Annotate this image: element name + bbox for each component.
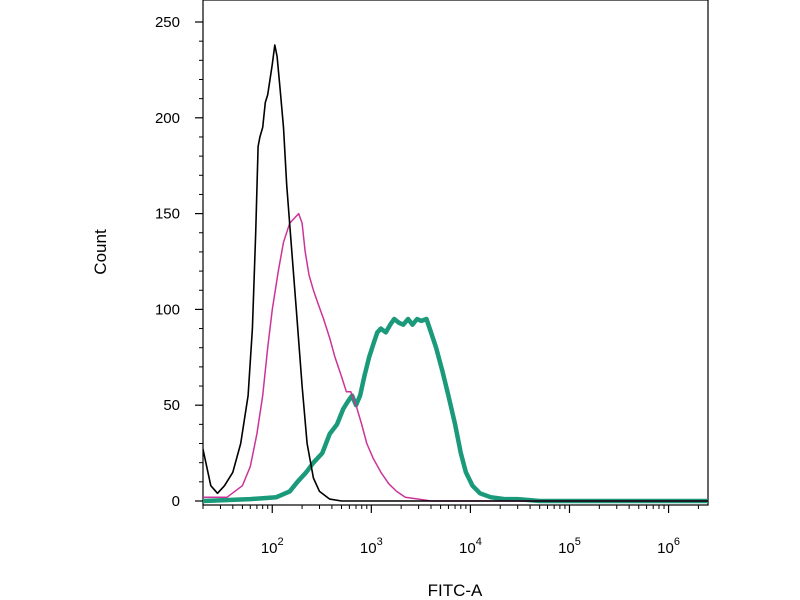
x-tick-base: 10: [261, 540, 278, 557]
y-tick-label: 0: [172, 493, 180, 510]
x-tick-base: 10: [459, 540, 476, 557]
x-tick-label: 105: [558, 536, 581, 557]
y-tick-label: 250: [155, 14, 180, 31]
x-axis-title: FITC-A: [428, 581, 483, 600]
x-tick-exponent: 6: [674, 536, 680, 548]
y-axis: 0 50 100 150 200 250: [155, 14, 203, 510]
series-layer: [203, 44, 708, 504]
y-axis-title: Count: [91, 229, 110, 275]
series-line-1: [203, 44, 708, 502]
x-tick-exponent: 4: [476, 536, 482, 548]
series-line-2: [203, 212, 708, 502]
x-tick-label: 106: [657, 536, 680, 557]
x-tick-exponent: 5: [575, 536, 581, 548]
x-tick-label: 102: [261, 536, 284, 557]
x-tick-label: 104: [459, 536, 482, 557]
y-tick-label: 150: [155, 206, 180, 223]
y-tick-label: 100: [155, 301, 180, 318]
y-tick-label: 50: [163, 397, 180, 414]
x-tick-exponent: 2: [278, 536, 284, 548]
series-line-3: [203, 316, 708, 504]
x-tick-base: 10: [360, 540, 377, 557]
x-tick-base: 10: [657, 540, 674, 557]
x-tick-exponent: 3: [377, 536, 383, 548]
x-tick-base: 10: [558, 540, 575, 557]
y-tick-label: 200: [155, 110, 180, 127]
x-axis: 102 103 104 105 106: [202, 505, 699, 557]
x-tick-label: 103: [360, 536, 383, 557]
